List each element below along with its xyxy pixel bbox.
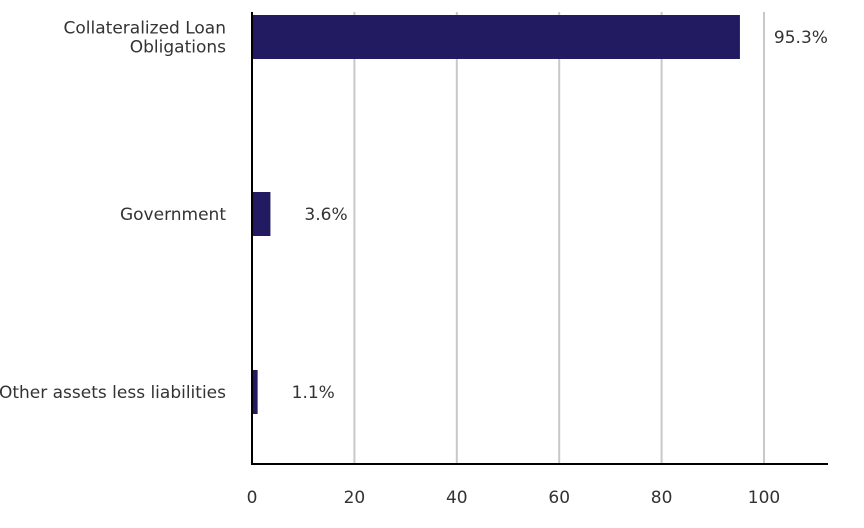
grid-lines: [353, 12, 765, 464]
x-tick-label-80: 80: [651, 488, 673, 508]
x-tick-label-0: 0: [247, 488, 258, 508]
data-label-2: 1.1%: [292, 383, 335, 403]
category-label-0: Collateralized Loan Obligations: [64, 19, 227, 58]
x-tick-label-100: 100: [748, 488, 780, 508]
x-tick-label-40: 40: [446, 488, 468, 508]
category-label-1: Government: [120, 205, 226, 225]
bar-0: [252, 15, 740, 59]
x-tick-label-20: 20: [344, 488, 366, 508]
bars: [252, 15, 740, 414]
category-label-2: Other assets less liabilities: [0, 383, 226, 403]
x-tick-label-60: 60: [548, 488, 570, 508]
data-label-0: 95.3%: [774, 28, 828, 48]
labels: 0 20 40 60 80 100 Collateralized Loan Obligatio…: [0, 19, 828, 509]
data-label-1: 3.6%: [304, 205, 347, 225]
bar-2: [252, 370, 258, 414]
bar-1: [252, 192, 271, 236]
axes: [251, 12, 828, 465]
